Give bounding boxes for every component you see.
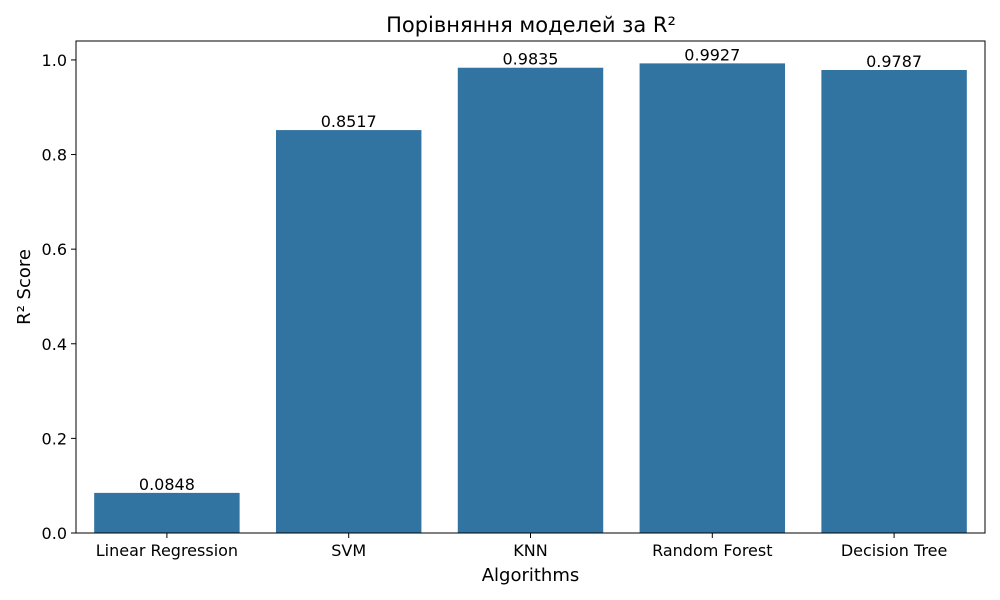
- bar-0: [94, 492, 240, 533]
- bar-1: [275, 130, 422, 533]
- x-tick-label-4: Decision Tree: [841, 541, 948, 560]
- x-tick-label-1: SVM: [331, 541, 366, 560]
- y-axis-title: R² Score: [14, 249, 35, 325]
- y-tick-label-2: 0.4: [42, 335, 67, 354]
- bar-value-label-4: 0.9787: [866, 52, 922, 71]
- bar-value-label-3: 0.9927: [684, 45, 740, 64]
- x-tick-label-3: Random Forest: [652, 541, 772, 560]
- bar-3: [639, 63, 786, 534]
- bar-value-label-0: 0.0848: [139, 475, 195, 494]
- chart-title: Порівняння моделей за R²: [386, 13, 676, 37]
- y-tick-label-3: 0.6: [42, 240, 67, 259]
- y-tick-label-0: 0.0: [42, 524, 67, 543]
- bar-value-label-1: 0.8517: [321, 112, 377, 131]
- x-axis-title: Algorithms: [482, 565, 580, 586]
- y-tick-label-4: 0.8: [42, 146, 67, 165]
- bar-4: [821, 69, 967, 533]
- plot-area: 0.0848 0.8517 0.9835 0.9927 0.9787: [75, 40, 986, 534]
- bar-2: [457, 67, 604, 533]
- x-tick-label-2: KNN: [513, 541, 547, 560]
- y-tick-label-1: 0.2: [42, 429, 67, 448]
- y-tick-label-5: 1.0: [42, 51, 67, 70]
- bar-value-label-2: 0.9835: [503, 50, 559, 69]
- x-tick-label-0: Linear Regression: [96, 541, 238, 560]
